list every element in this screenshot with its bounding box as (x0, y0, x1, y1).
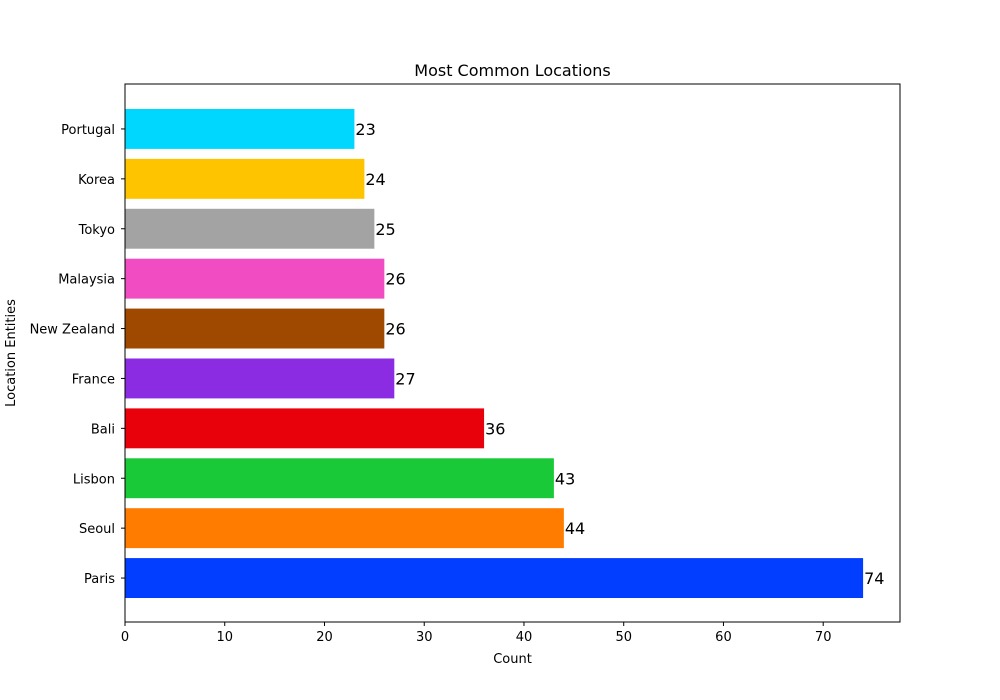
x-tick-label: 20 (316, 630, 333, 645)
value-label: 36 (485, 419, 505, 438)
bar-france (125, 358, 395, 399)
y-tick-label: Lisbon (73, 472, 115, 487)
bar-bali (125, 408, 485, 449)
x-tick-label: 10 (216, 630, 233, 645)
y-tick-label: Malaysia (58, 273, 115, 288)
value-labels-group: 74 44 43 36 27 26 26 25 24 23 (355, 120, 884, 588)
y-tick-label: Portugal (61, 123, 115, 138)
x-tick-label: 30 (416, 630, 433, 645)
bar-malaysia (125, 258, 385, 299)
bars-group (125, 108, 864, 599)
x-tick-label: 0 (121, 630, 129, 645)
y-tick-label: Bali (91, 422, 115, 437)
value-label: 26 (385, 320, 405, 339)
value-label: 25 (375, 220, 395, 239)
y-tick-label: Paris (84, 572, 115, 587)
chart-title: Most Common Locations (414, 61, 610, 80)
y-axis: Paris Seoul Lisbon Bali France New Zealand Mal… (30, 123, 125, 587)
value-label: 27 (395, 369, 415, 388)
value-label: 23 (355, 120, 375, 139)
y-axis-label: Location Entities (4, 299, 19, 407)
plot-area-frame (124, 83, 901, 623)
x-tick-label: 40 (516, 630, 533, 645)
y-tick-label: New Zealand (30, 323, 115, 338)
x-tick-label: 50 (615, 630, 632, 645)
value-label: 74 (864, 569, 884, 588)
bar-tokyo (125, 208, 375, 249)
x-tick-label: 60 (715, 630, 732, 645)
y-tick-label: Seoul (79, 522, 115, 537)
y-tick-label: Tokyo (78, 223, 115, 238)
bar-portugal (125, 108, 355, 149)
y-tick-label: Korea (78, 173, 115, 188)
bar-paris (125, 558, 864, 599)
value-label: 26 (385, 270, 405, 289)
value-label: 44 (565, 519, 585, 538)
bar-new-zealand (125, 308, 385, 349)
y-tick-label: France (72, 372, 115, 387)
x-axis-label: Count (493, 652, 532, 667)
x-tick-label: 70 (815, 630, 832, 645)
bar-lisbon (125, 458, 554, 499)
value-label: 43 (555, 469, 575, 488)
bar-seoul (125, 508, 564, 549)
bar-korea (125, 158, 365, 199)
value-label: 24 (365, 170, 385, 189)
x-axis: 0 10 20 30 40 50 60 70 (121, 622, 832, 645)
